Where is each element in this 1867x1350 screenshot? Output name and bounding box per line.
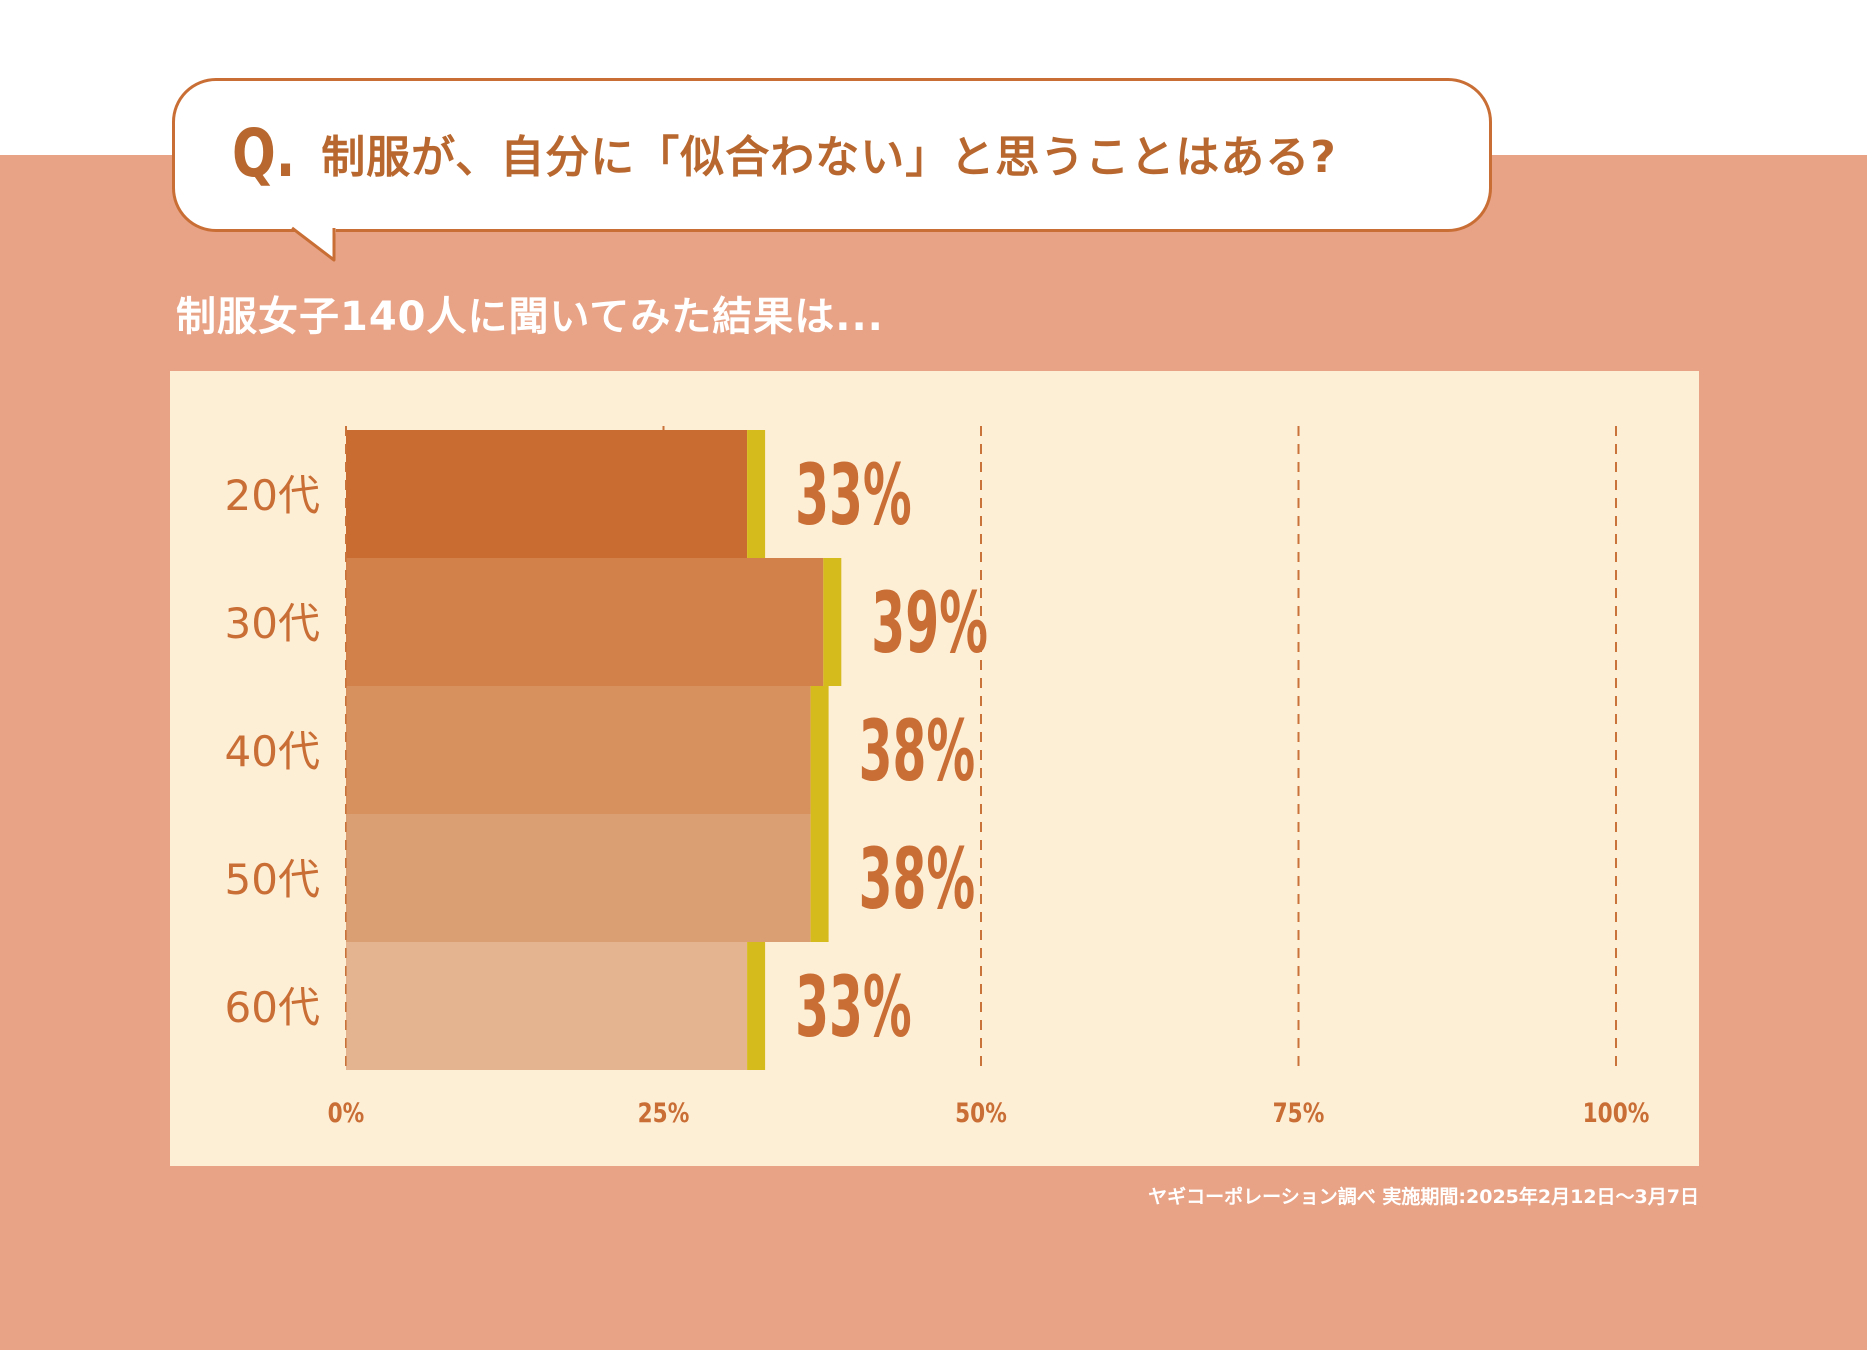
x-tick-label: 50% bbox=[955, 1097, 1007, 1129]
bar-cap-1 bbox=[747, 430, 766, 558]
value-label: 39% bbox=[871, 575, 988, 673]
category-label: 30代 bbox=[225, 599, 320, 648]
bar-cap-3 bbox=[810, 686, 829, 814]
bar-cap-5 bbox=[747, 942, 766, 1070]
category-label: 50代 bbox=[225, 855, 320, 904]
source-note: ヤギコーポレーション調べ 実施期間:2025年2月12日〜3月7日 bbox=[1148, 1186, 1699, 1208]
chart-subtitle: 制服女子140人に聞いてみた結果は... bbox=[176, 294, 884, 340]
bar-cap-2 bbox=[823, 558, 842, 686]
bar-2 bbox=[346, 558, 824, 686]
x-tick-label: 100% bbox=[1583, 1097, 1650, 1129]
x-tick-label: 75% bbox=[1273, 1097, 1325, 1129]
question-bubble bbox=[172, 78, 1492, 232]
category-label: 40代 bbox=[225, 727, 320, 776]
bar-cap-4 bbox=[810, 814, 829, 942]
question-text: 制服が、自分に「似合わない」と思うことはある? bbox=[321, 132, 1337, 183]
category-label: 20代 bbox=[225, 471, 320, 520]
labels: 0% 25% 50% 75% 100% 20代 33% 30代 39% 40代 38% 50代 38% 6… bbox=[225, 426, 1650, 1129]
bar-5 bbox=[346, 942, 748, 1070]
speech-bubble-tail bbox=[290, 226, 336, 262]
bar-1 bbox=[346, 430, 748, 558]
bar-chart: 0% 25% 50% 75% 100% 20代 33% 30代 39% 40代 38% 50代 38% 6… bbox=[225, 426, 1650, 1129]
bar-3 bbox=[346, 686, 811, 814]
x-tick-label: 0% bbox=[328, 1097, 365, 1129]
value-label: 38% bbox=[859, 703, 976, 801]
category-label: 60代 bbox=[225, 983, 320, 1032]
value-label: 38% bbox=[859, 831, 976, 929]
bars bbox=[346, 430, 842, 1070]
x-tick-label: 25% bbox=[638, 1097, 690, 1129]
value-label: 33% bbox=[795, 447, 912, 545]
question-heading: Q. 制服が、自分に「似合わない」と思うことはある? bbox=[232, 98, 1337, 208]
question-mark-label: Q. bbox=[232, 114, 296, 192]
chart-panel: 0% 25% 50% 75% 100% 20代 33% 30代 39% 40代 38% 50代 38% 6… bbox=[170, 371, 1699, 1166]
bar-4 bbox=[346, 814, 811, 942]
value-label: 33% bbox=[795, 959, 912, 1057]
